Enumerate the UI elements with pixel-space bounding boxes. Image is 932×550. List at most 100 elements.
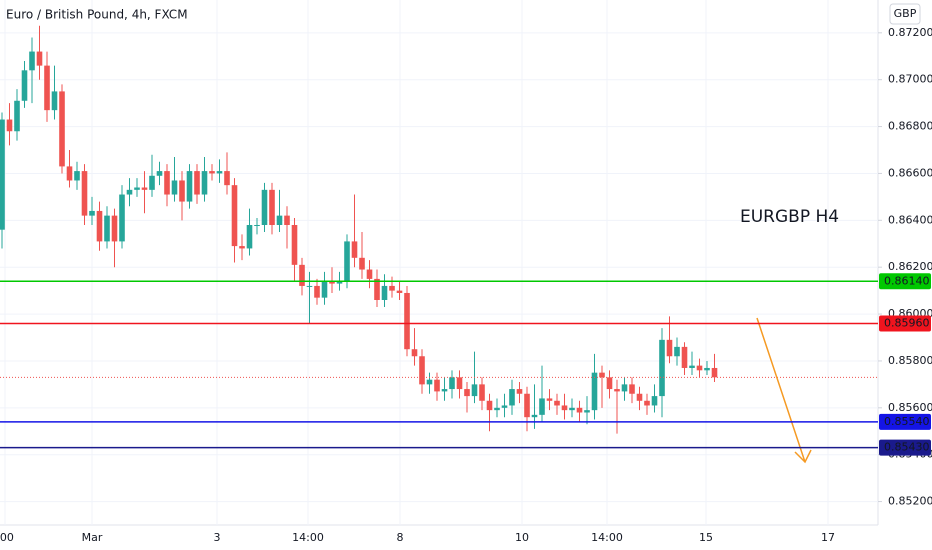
y-tick-label: 0.85600 bbox=[888, 401, 932, 414]
candle-body bbox=[216, 171, 223, 174]
level-tag bbox=[879, 273, 931, 290]
candle-body bbox=[524, 393, 530, 418]
candle-body bbox=[456, 377, 463, 390]
candle-body bbox=[96, 210, 103, 242]
candle-body bbox=[14, 100, 20, 132]
candle-body bbox=[344, 241, 350, 282]
currency-label[interactable]: GBP bbox=[894, 7, 917, 20]
candle-body bbox=[464, 389, 470, 397]
y-tick-label: 0.85200 bbox=[888, 495, 932, 508]
x-tick-label: 17 bbox=[821, 531, 835, 544]
candle-body bbox=[299, 264, 305, 286]
candle-body bbox=[254, 225, 260, 226]
candle-body bbox=[531, 414, 538, 418]
candle-body bbox=[29, 51, 35, 71]
candle-body bbox=[666, 339, 673, 357]
x-tick-label: Mar bbox=[82, 531, 103, 544]
candle-body bbox=[606, 377, 613, 390]
y-tick-label: 0.86400 bbox=[888, 213, 932, 226]
candle-body bbox=[366, 269, 373, 279]
candle-body bbox=[261, 189, 268, 225]
candle-body bbox=[636, 393, 643, 401]
x-tick-label: 14:00 bbox=[292, 531, 324, 544]
candle-body bbox=[704, 367, 710, 371]
candle-body bbox=[51, 91, 58, 111]
candle-body bbox=[434, 379, 440, 392]
candle-body bbox=[276, 215, 283, 225]
candle-body bbox=[419, 356, 425, 385]
candle-body bbox=[569, 407, 575, 411]
candle-body bbox=[156, 171, 163, 176]
candle-body bbox=[194, 171, 200, 195]
candle-body bbox=[6, 119, 13, 132]
annotation: EURGBP H4 bbox=[740, 207, 839, 227]
y-tick-label: 0.85800 bbox=[888, 354, 932, 367]
candle-body bbox=[134, 187, 140, 190]
candle-body bbox=[126, 189, 133, 195]
candle-body bbox=[381, 285, 388, 300]
candle-body bbox=[644, 400, 650, 406]
candle-body bbox=[141, 187, 148, 190]
candle-body bbox=[486, 400, 493, 411]
candle-body bbox=[329, 281, 335, 284]
candle-body bbox=[119, 194, 125, 242]
candle-body bbox=[239, 246, 245, 249]
candle-body bbox=[494, 407, 500, 411]
candle-body bbox=[104, 215, 110, 242]
candle-body bbox=[89, 210, 95, 216]
candle-body bbox=[621, 384, 628, 392]
level-label: 0.85960 bbox=[884, 316, 930, 329]
y-tick-label: 0.86800 bbox=[888, 120, 932, 133]
candle-body bbox=[561, 405, 568, 411]
candle-body bbox=[149, 175, 155, 190]
candle-body bbox=[591, 372, 598, 411]
candle-body bbox=[614, 389, 620, 392]
candle-body bbox=[246, 225, 253, 249]
candle-body bbox=[314, 285, 320, 298]
candle-body bbox=[651, 396, 658, 406]
currency-box[interactable] bbox=[889, 3, 921, 25]
y-tick-label: 0.87200 bbox=[888, 26, 932, 39]
candle-body bbox=[81, 171, 88, 216]
x-tick-label: 8 bbox=[397, 531, 404, 544]
level-label: 0.86140 bbox=[884, 274, 930, 287]
candle-body bbox=[411, 349, 418, 357]
candle-body bbox=[546, 398, 553, 401]
candle-body bbox=[426, 379, 433, 385]
candle-body bbox=[284, 215, 290, 225]
candle-body bbox=[231, 185, 238, 247]
candle-body bbox=[689, 365, 695, 368]
candle-body bbox=[321, 281, 328, 298]
candle-body bbox=[389, 285, 395, 291]
candle-body bbox=[44, 65, 50, 111]
candle-body bbox=[674, 346, 680, 357]
level-tag bbox=[879, 439, 931, 456]
candle-body bbox=[186, 171, 193, 202]
x-tick-label: 3 bbox=[214, 531, 221, 544]
candle-body bbox=[0, 119, 5, 230]
candle-body bbox=[479, 384, 485, 401]
candle-body bbox=[74, 171, 80, 181]
candle-body bbox=[501, 405, 508, 408]
candle-body bbox=[471, 384, 478, 397]
candle-body bbox=[269, 189, 275, 225]
level-tag bbox=[879, 413, 931, 430]
candle-body bbox=[36, 51, 43, 66]
y-tick-label: 0.86600 bbox=[888, 166, 932, 179]
candle-body bbox=[584, 410, 590, 413]
candle-body bbox=[209, 171, 215, 174]
y-tick-label: 0.87000 bbox=[888, 73, 932, 86]
candle-body bbox=[396, 290, 403, 293]
candle-body bbox=[449, 377, 455, 390]
candle-body bbox=[306, 285, 313, 287]
candle-body bbox=[291, 225, 298, 265]
candle-body bbox=[441, 389, 448, 392]
candle-body bbox=[696, 365, 703, 371]
candle-body bbox=[59, 91, 65, 167]
x-tick-label: 10 bbox=[515, 531, 529, 544]
level-label: 0.85430 bbox=[884, 441, 930, 454]
chart-title: Euro / British Pound, 4h, FXCM bbox=[6, 8, 188, 22]
y-tick-label: 0.86200 bbox=[888, 260, 932, 273]
candle-body bbox=[576, 407, 583, 413]
